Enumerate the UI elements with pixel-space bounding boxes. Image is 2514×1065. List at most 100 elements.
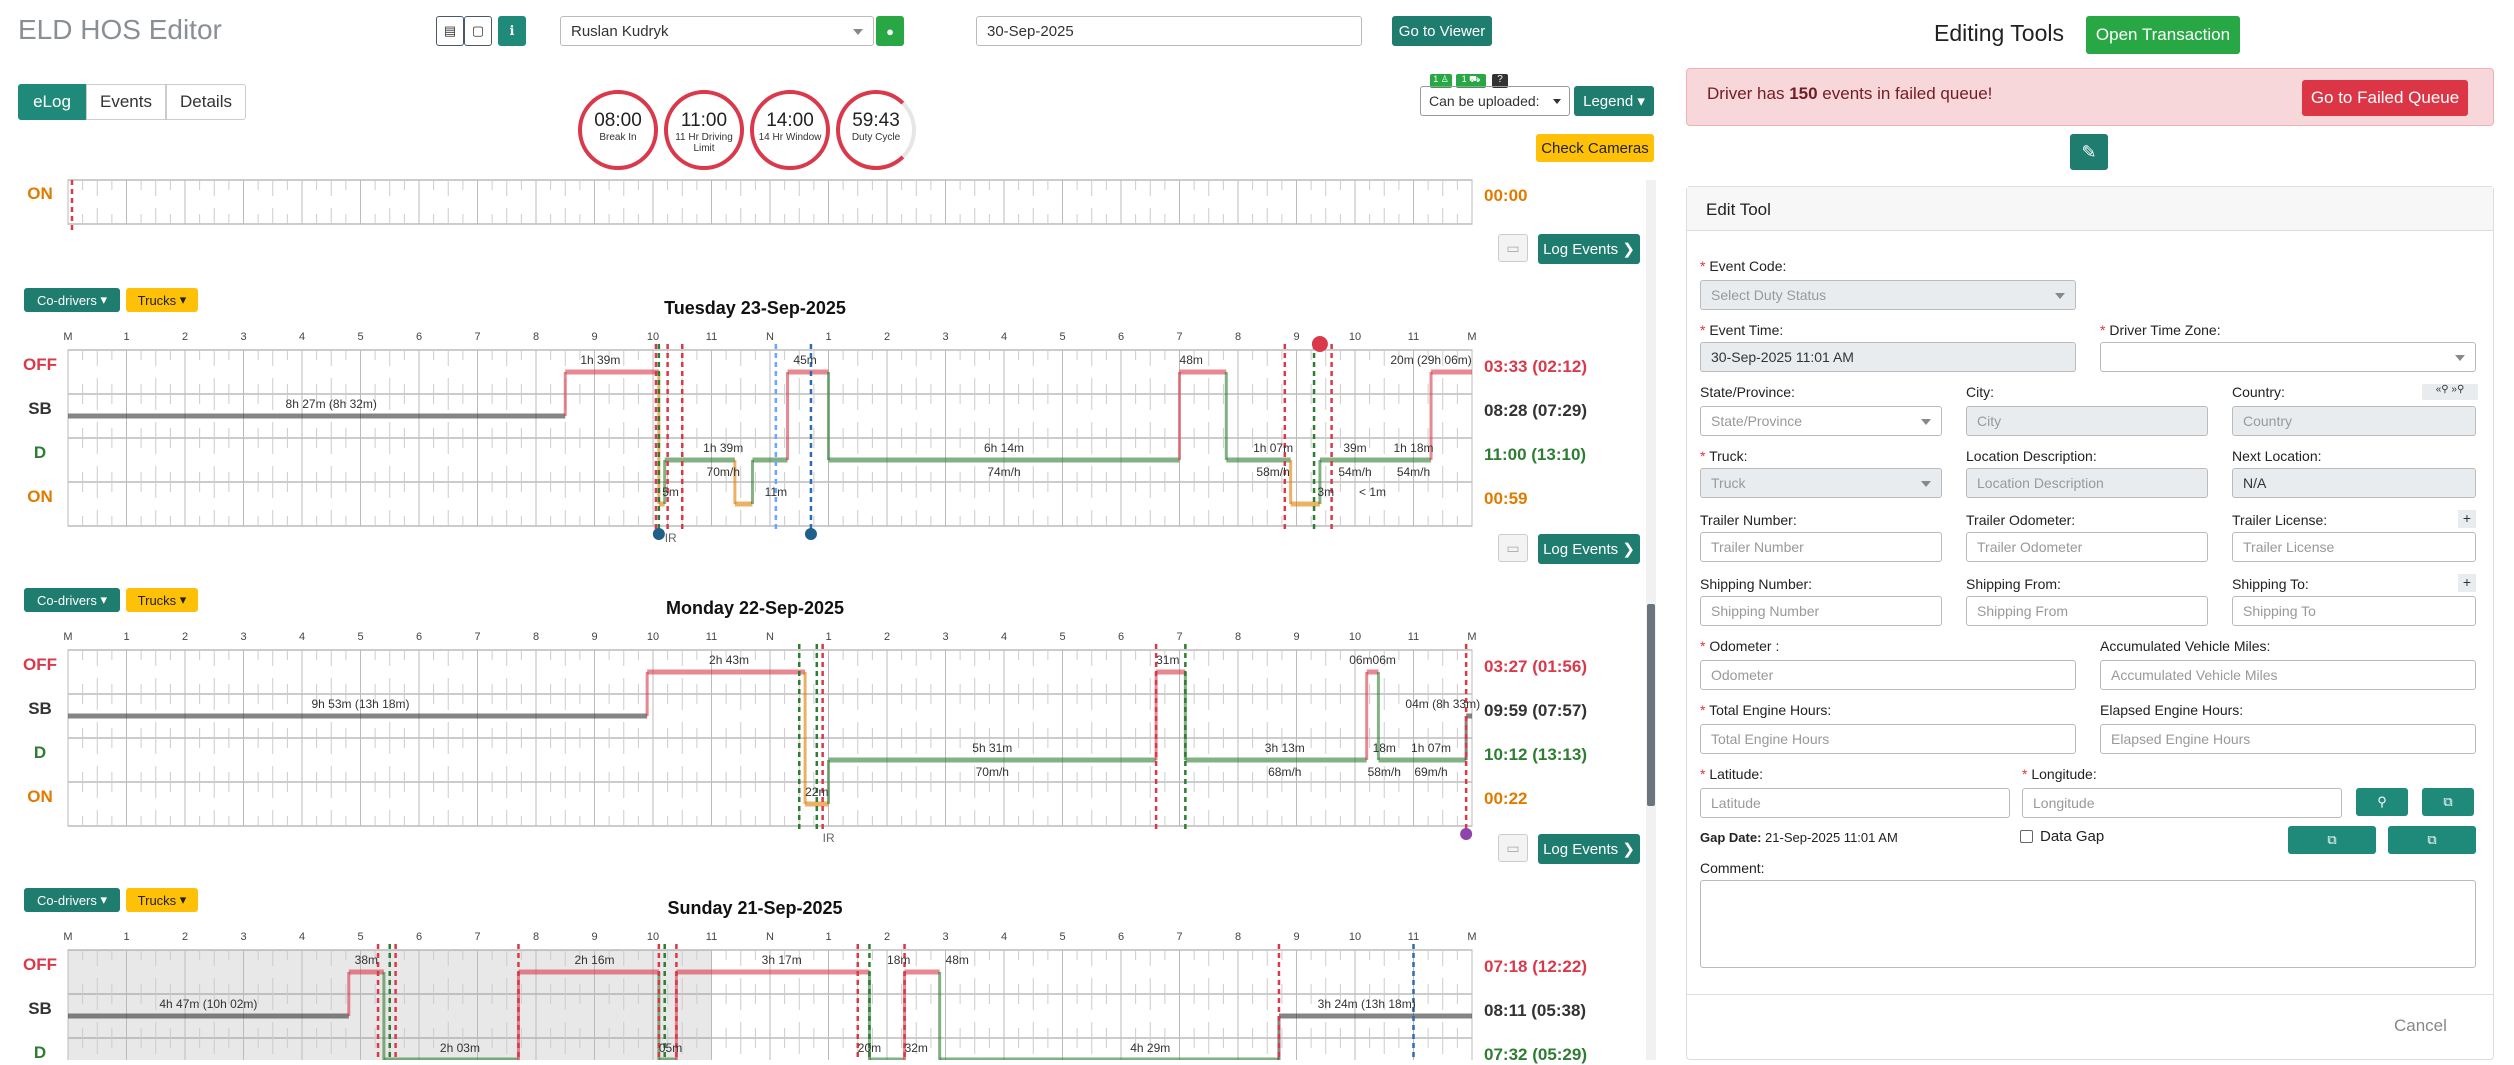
log-events-button[interactable]: Log Events ❯ xyxy=(1538,234,1640,264)
driver-select[interactable]: Ruslan Kudryk xyxy=(560,16,874,46)
country-label: Country: xyxy=(2232,384,2285,400)
hour-tick-label: 3 xyxy=(240,931,246,943)
hour-tick-label: M xyxy=(63,331,72,343)
shipping-to-input[interactable]: Shipping To xyxy=(2232,596,2476,626)
duration-label: 48m xyxy=(946,953,969,967)
hour-tick-label: 1 xyxy=(825,931,831,943)
location-arrows-icon[interactable]: «⚲ »⚲ xyxy=(2422,384,2478,400)
latitude-label: * Latitude: xyxy=(1700,766,1764,782)
shipping-from-input[interactable]: Shipping From xyxy=(1966,596,2208,626)
truck-select[interactable]: Truck xyxy=(1700,468,1942,498)
hour-tick-label: M xyxy=(63,631,72,643)
duration-label: 5m xyxy=(662,485,679,499)
log-events-button[interactable]: Log Events ❯ xyxy=(1538,834,1640,864)
check-cameras-button[interactable]: Check Cameras xyxy=(1536,134,1654,162)
data-gap-checkbox[interactable] xyxy=(2020,830,2033,843)
eld-graph-canvas[interactable]: M 1 2 3 4 5 6 7 8 9 10 11 N 1 2 3 4 5 6 7 8 9 10 11 M1h 39m 45m 48… xyxy=(0,0,1660,1060)
duration-label: 11m xyxy=(765,485,787,499)
label-text: Latitude: xyxy=(1709,766,1764,782)
log-events-button[interactable]: Log Events ❯ xyxy=(1538,534,1640,564)
help-badge[interactable]: ? xyxy=(1492,74,1508,88)
add-trailer-icon[interactable]: + xyxy=(2458,510,2476,528)
event-code-label: * Event Code: xyxy=(1700,258,1787,274)
duration-label: 45m xyxy=(793,353,816,367)
document-icon[interactable]: ▤ xyxy=(436,16,464,46)
copy-icon[interactable]: ⧉ xyxy=(2422,788,2474,816)
hour-tick-label: 8 xyxy=(1235,631,1241,643)
trailer-license-input[interactable]: Trailer License xyxy=(2232,532,2476,562)
hour-tick-label: 5 xyxy=(357,631,363,643)
trucks-dropdown[interactable]: Trucks ▾ xyxy=(126,588,198,612)
trailer-number-input[interactable]: Trailer Number xyxy=(1700,532,1942,562)
duration-label: 4h 47m (10h 02m) xyxy=(159,997,257,1011)
event-code-select[interactable]: Select Duty Status xyxy=(1700,280,2076,310)
engine-hours-input[interactable]: Total Engine Hours xyxy=(1700,724,2076,754)
next-location-input[interactable]: N/A xyxy=(2232,468,2476,498)
status-label-off: OFF xyxy=(23,655,57,674)
location-description-input[interactable]: Location Description xyxy=(1966,468,2208,498)
duration-label: 58m/h xyxy=(1368,765,1401,779)
tab-details[interactable]: Details xyxy=(166,84,246,120)
latitude-input[interactable]: Latitude xyxy=(1700,788,2010,818)
gauge-driving: 11:00 11 Hr Driving Limit xyxy=(664,90,744,170)
co-drivers-dropdown[interactable]: Co-drivers ▾ xyxy=(24,588,120,612)
comment-textarea[interactable] xyxy=(1700,880,2476,968)
duration-label: 8h 27m (8h 32m) xyxy=(286,397,377,411)
trucks-label: Trucks xyxy=(137,892,177,908)
gauge-break: 08:00 Break In xyxy=(578,90,658,170)
paste-icon[interactable]: ⧉ xyxy=(2388,826,2476,854)
comment-icon[interactable]: ▭ xyxy=(1498,234,1528,262)
clipboard-copy-icon[interactable]: ⧉ xyxy=(2288,826,2376,854)
country-input[interactable]: Country xyxy=(2232,406,2476,436)
open-transaction-button[interactable]: Open Transaction xyxy=(2086,16,2240,54)
hour-tick-label: 7 xyxy=(474,631,480,643)
gauge-label: Duty Cycle xyxy=(851,132,901,143)
total-d: 10:12 (13:13) xyxy=(1484,745,1588,764)
duration-label: 2h 16m xyxy=(574,953,614,967)
go-to-failed-queue-button[interactable]: Go to Failed Queue xyxy=(2302,80,2468,116)
map-marker-icon[interactable]: ⚲ xyxy=(2356,788,2408,816)
label-text: Event Time: xyxy=(1709,322,1784,338)
go-to-viewer-button[interactable]: Go to Viewer xyxy=(1392,16,1492,46)
longitude-input[interactable]: Longitude xyxy=(2022,788,2342,818)
elapsed-hours-input[interactable]: Elapsed Engine Hours xyxy=(2100,724,2476,754)
pencil-icon[interactable]: ✎ xyxy=(2070,134,2108,170)
status-label-on: ON xyxy=(27,487,53,506)
info-icon[interactable]: ℹ xyxy=(498,16,526,46)
comment-icon[interactable]: ▭ xyxy=(1498,834,1528,862)
driver-time-zone-select[interactable] xyxy=(2100,342,2476,372)
co-drivers-dropdown[interactable]: Co-drivers ▾ xyxy=(24,288,120,312)
trailer-license-label: Trailer License: xyxy=(2232,512,2328,528)
hour-tick-label: 2 xyxy=(884,931,890,943)
state-select[interactable]: State/Province xyxy=(1700,406,1942,436)
odometer-input[interactable]: Odometer xyxy=(1700,660,2076,690)
add-shipping-icon[interactable]: + xyxy=(2458,574,2476,592)
event-time-label: * Event Time: xyxy=(1700,322,1784,338)
city-input[interactable]: City xyxy=(1966,406,2208,436)
duration-label: 70m/h xyxy=(976,765,1009,779)
co-drivers-dropdown[interactable]: Co-drivers ▾ xyxy=(24,888,120,912)
date-input[interactable]: 30-Sep-2025 xyxy=(976,16,1362,46)
tab-events[interactable]: Events xyxy=(86,84,166,120)
comment-icon[interactable]: ▭ xyxy=(1498,534,1528,562)
accumulated-miles-input[interactable]: Accumulated Vehicle Miles xyxy=(2100,660,2476,690)
trucks-dropdown[interactable]: Trucks ▾ xyxy=(126,888,198,912)
user-icon[interactable]: ● xyxy=(876,16,904,46)
duration-label: 39m xyxy=(1343,441,1366,455)
note-icon[interactable]: ▢ xyxy=(464,16,492,46)
event-time-input[interactable]: 30-Sep-2025 11:01 AM xyxy=(1700,342,2076,372)
duration-label: 31m xyxy=(1156,653,1179,667)
shipping-number-input[interactable]: Shipping Number xyxy=(1700,596,1942,626)
scrollbar-thumb[interactable] xyxy=(1647,604,1655,806)
legend-button[interactable]: Legend ▾ xyxy=(1574,86,1654,116)
trucks-dropdown[interactable]: Trucks ▾ xyxy=(126,288,198,312)
select-value: State/Province xyxy=(1711,413,1803,429)
cancel-button[interactable]: Cancel xyxy=(2394,1016,2447,1035)
upload-select[interactable]: Can be uploaded: xyxy=(1420,86,1570,116)
tab-elog[interactable]: eLog xyxy=(18,84,86,120)
status-label-on: ON xyxy=(27,184,53,203)
trailer-odometer-input[interactable]: Trailer Odometer xyxy=(1966,532,2208,562)
duration-label: < 1m xyxy=(1359,485,1386,499)
duration-label: 74m/h xyxy=(987,465,1020,479)
hour-tick-label: 10 xyxy=(1349,331,1361,343)
